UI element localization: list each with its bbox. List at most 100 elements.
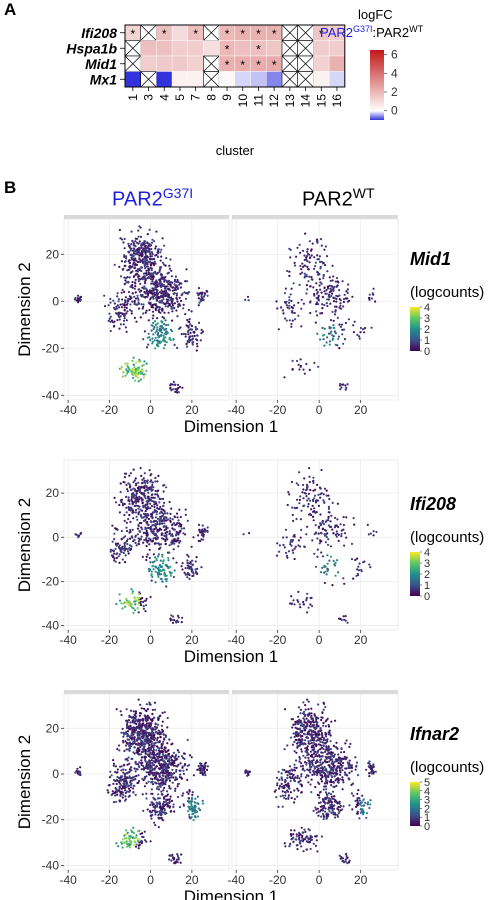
- cell-point: [130, 548, 133, 551]
- cell-point: [125, 255, 128, 258]
- cell-point: [154, 741, 157, 744]
- cell-point: [309, 750, 312, 753]
- cell-point: [136, 733, 139, 736]
- cell-point: [318, 278, 321, 281]
- cell-point: [133, 242, 136, 245]
- cell-point: [353, 523, 356, 526]
- cell-point: [144, 756, 147, 759]
- cell-point: [155, 323, 158, 326]
- cell-point: [370, 297, 373, 300]
- cell-point: [324, 807, 327, 810]
- cell-point: [163, 311, 166, 314]
- cell-point: [152, 486, 155, 489]
- cell-point: [302, 483, 305, 487]
- cell-point: [185, 342, 188, 346]
- cell-point: [132, 710, 135, 713]
- cell-point: [163, 501, 166, 504]
- cell-point: [131, 503, 134, 506]
- cell-point: [177, 751, 181, 754]
- x-tick-label: -20: [101, 633, 119, 647]
- cell-point: [159, 497, 162, 501]
- cell-point: [142, 607, 145, 610]
- cell-point: [135, 490, 138, 493]
- cell-point: [135, 834, 138, 837]
- cell-point: [326, 304, 329, 308]
- cell-point: [332, 807, 336, 810]
- cell-point: [183, 571, 186, 574]
- heatmap-cell: [218, 71, 236, 88]
- cell-point: [132, 733, 135, 736]
- cell-point: [150, 731, 153, 734]
- cell-point: [308, 475, 311, 478]
- cell-point: [283, 796, 286, 800]
- cell-point: [135, 248, 138, 251]
- heatmap-col-label: 11: [251, 94, 265, 107]
- cell-point: [158, 754, 161, 757]
- cell-point: [325, 533, 328, 536]
- cell-point: [157, 310, 161, 313]
- cell-point: [329, 279, 332, 282]
- heatmap-cell: [266, 40, 283, 57]
- cell-point: [169, 617, 172, 620]
- cell-point: [149, 298, 152, 301]
- cell-point: [292, 599, 295, 602]
- cell-point: [138, 714, 141, 717]
- cell-point: [352, 331, 355, 334]
- cell-point: [346, 291, 349, 294]
- cell-point: [125, 840, 128, 843]
- cell-point: [323, 344, 326, 347]
- cell-point: [151, 727, 154, 730]
- cell-point: [325, 494, 328, 497]
- cell-point: [177, 856, 180, 860]
- cell-point: [142, 376, 145, 379]
- cell-point: [163, 786, 166, 790]
- cell-point: [170, 307, 173, 310]
- cell-point: [162, 326, 165, 330]
- heatmap-row-label: Ifi208: [81, 25, 117, 41]
- cell-point: [136, 297, 139, 300]
- cell-point: [153, 821, 156, 824]
- cell-point: [171, 535, 174, 538]
- cell-point: [127, 748, 130, 751]
- cell-point: [316, 314, 319, 317]
- cell-point: [156, 333, 159, 336]
- cell-point: [301, 491, 304, 494]
- cell-point: [118, 749, 121, 752]
- cell-point: [151, 540, 154, 543]
- cell-point: [131, 239, 134, 242]
- cell-point: [151, 712, 154, 715]
- cell-point: [142, 750, 146, 753]
- cell-point: [146, 708, 149, 711]
- cell-point: [125, 772, 128, 775]
- cell-point: [171, 768, 174, 772]
- cell-point: [201, 529, 204, 532]
- cell-point: [152, 748, 155, 752]
- cell-point: [307, 268, 310, 271]
- cell-point: [154, 245, 157, 248]
- cell-point: [168, 304, 172, 307]
- cell-point: [175, 534, 178, 537]
- cell-point: [147, 771, 150, 774]
- cell-point: [157, 345, 160, 348]
- cell-point: [346, 300, 350, 303]
- cell-point: [318, 284, 321, 287]
- cell-point: [130, 588, 133, 591]
- cell-point: [337, 525, 340, 529]
- cell-point: [180, 294, 183, 297]
- cell-point: [175, 860, 178, 863]
- cell-point: [156, 494, 160, 497]
- cell-point: [300, 845, 303, 848]
- cell-point: [136, 486, 139, 490]
- cell-point: [119, 777, 122, 780]
- cell-point: [168, 544, 171, 547]
- cell-point: [136, 499, 139, 502]
- colorbar-tick-label: 1: [424, 335, 430, 347]
- cell-point: [149, 777, 153, 780]
- cell-point: [168, 289, 172, 292]
- cell-point: [322, 738, 325, 742]
- cell-point: [124, 472, 127, 475]
- cell-point: [150, 573, 153, 576]
- cell-point: [134, 245, 137, 248]
- cell-point: [155, 753, 158, 756]
- cell-point: [158, 740, 161, 743]
